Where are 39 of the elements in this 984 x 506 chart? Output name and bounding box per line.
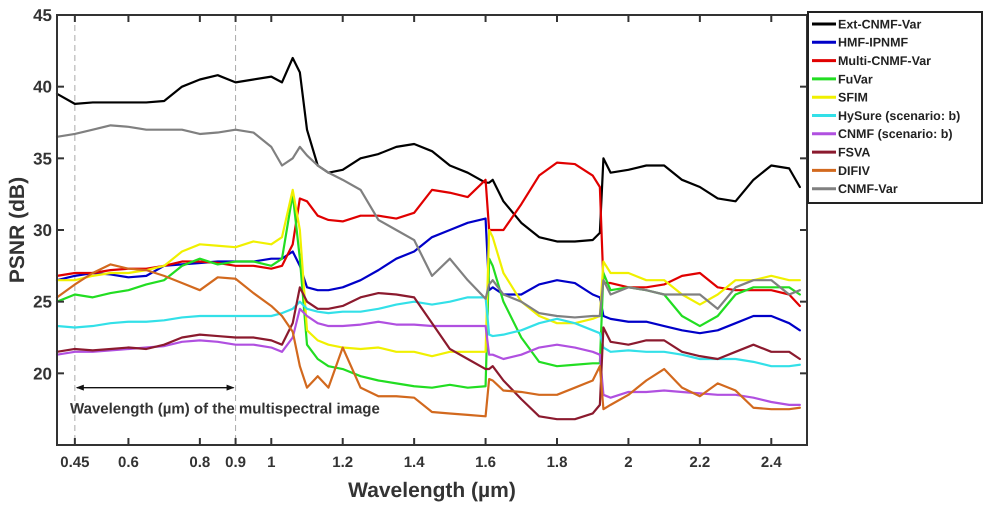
legend-label: HySure (scenario: b) bbox=[838, 108, 960, 123]
legend-label: FuVar bbox=[838, 72, 873, 86]
x-tick-label: 1.8 bbox=[546, 454, 568, 471]
line-series bbox=[56, 124, 801, 319]
line-series bbox=[56, 162, 801, 308]
line-series bbox=[56, 188, 801, 358]
x-tick-label: 2.2 bbox=[689, 454, 710, 471]
y-tick-label: 20 bbox=[33, 364, 52, 384]
y-axis-title: PSNR (dB) bbox=[6, 176, 29, 284]
x-tick-label: 2.4 bbox=[760, 454, 782, 471]
legend-label: Ext-CNMF-Var bbox=[838, 17, 922, 32]
x-tick-label: 1 bbox=[267, 454, 276, 471]
y-tick-label: 25 bbox=[33, 292, 52, 312]
legend-label: CNMF (scenario: b) bbox=[838, 127, 953, 142]
x-tick-label: 2 bbox=[624, 454, 633, 471]
legend-label: CNMF-Var bbox=[838, 182, 898, 196]
y-tick-label: 40 bbox=[33, 78, 52, 97]
legend-label: FSVA bbox=[838, 145, 870, 160]
line-series bbox=[56, 217, 801, 334]
legend-label: Multi-CNMF-Var bbox=[838, 54, 932, 68]
x-tick-label: 1.2 bbox=[332, 454, 354, 471]
x-axis-title: Wavelength (µm) bbox=[348, 479, 516, 502]
line-series bbox=[56, 286, 801, 420]
legend-label: HMF-IPNMF bbox=[838, 36, 908, 50]
legend-label: DIFIV bbox=[838, 164, 871, 178]
x-tick-label: 0.8 bbox=[189, 454, 210, 471]
y-tick-label: 35 bbox=[33, 149, 52, 168]
y-tick-label: 30 bbox=[33, 220, 52, 240]
line-series bbox=[56, 296, 801, 368]
line-series bbox=[56, 56, 801, 243]
x-tick-label: 0.9 bbox=[225, 454, 246, 471]
x-tick-label: 0.45 bbox=[60, 454, 90, 471]
annotation: Wavelength (µm) of the multispectral image bbox=[70, 400, 380, 418]
line-series bbox=[56, 263, 801, 418]
x-tick-label: 0.6 bbox=[118, 454, 139, 471]
x-tick-label: 1.4 bbox=[404, 454, 426, 471]
x-tick-label: 1.6 bbox=[475, 454, 496, 471]
y-tick-label: 45 bbox=[33, 6, 52, 25]
legend-label: SFIM bbox=[838, 90, 868, 105]
